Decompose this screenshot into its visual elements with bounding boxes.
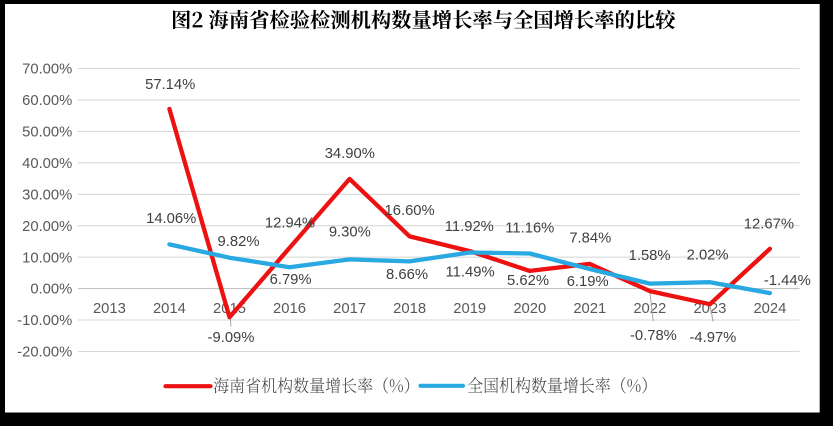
svg-text:5.62%: 5.62% bbox=[507, 273, 549, 289]
svg-text:1.58%: 1.58% bbox=[629, 248, 671, 264]
svg-text:2014: 2014 bbox=[153, 301, 186, 317]
svg-text:11.92%: 11.92% bbox=[445, 219, 494, 235]
svg-text:12.67%: 12.67% bbox=[744, 216, 794, 232]
svg-text:70.00%: 70.00% bbox=[22, 62, 72, 78]
svg-text:11.16%: 11.16% bbox=[505, 220, 554, 236]
svg-text:2013: 2013 bbox=[93, 301, 126, 317]
svg-text:9.82%: 9.82% bbox=[218, 234, 260, 250]
svg-text:10.00%: 10.00% bbox=[22, 250, 72, 266]
svg-text:0.00%: 0.00% bbox=[30, 282, 72, 298]
svg-text:14.06%: 14.06% bbox=[146, 211, 196, 227]
svg-text:2020: 2020 bbox=[513, 301, 546, 317]
svg-text:20.00%: 20.00% bbox=[22, 219, 72, 235]
svg-text:2021: 2021 bbox=[573, 301, 606, 317]
svg-text:34.90%: 34.90% bbox=[325, 146, 375, 162]
svg-text:2024: 2024 bbox=[753, 301, 786, 317]
svg-text:11.49%: 11.49% bbox=[446, 265, 495, 281]
svg-text:-10.00%: -10.00% bbox=[17, 313, 72, 329]
svg-text:60.00%: 60.00% bbox=[22, 93, 72, 109]
svg-text:57.14%: 57.14% bbox=[145, 77, 195, 93]
svg-text:2022: 2022 bbox=[633, 301, 666, 317]
svg-text:40.00%: 40.00% bbox=[22, 156, 72, 172]
svg-text:2016: 2016 bbox=[273, 301, 306, 317]
svg-text:-0.78%: -0.78% bbox=[630, 328, 677, 344]
svg-text:-20.00%: -20.00% bbox=[17, 345, 72, 361]
svg-text:7.84%: 7.84% bbox=[569, 231, 611, 247]
svg-text:-1.44%: -1.44% bbox=[764, 273, 811, 289]
svg-text:12.94%: 12.94% bbox=[265, 215, 315, 231]
svg-text:2017: 2017 bbox=[333, 301, 366, 317]
svg-text:6.79%: 6.79% bbox=[270, 272, 312, 288]
svg-text:2.02%: 2.02% bbox=[687, 248, 729, 264]
svg-text:2019: 2019 bbox=[453, 301, 486, 317]
svg-text:9.30%: 9.30% bbox=[329, 225, 371, 241]
svg-text:2023: 2023 bbox=[693, 301, 726, 317]
svg-text:-4.97%: -4.97% bbox=[689, 330, 736, 346]
svg-text:16.60%: 16.60% bbox=[385, 203, 435, 219]
svg-text:8.66%: 8.66% bbox=[386, 267, 428, 283]
svg-text:50.00%: 50.00% bbox=[22, 125, 72, 141]
svg-text:6.19%: 6.19% bbox=[567, 274, 609, 290]
svg-text:2018: 2018 bbox=[393, 301, 426, 317]
svg-text:30.00%: 30.00% bbox=[22, 187, 72, 203]
svg-text:-9.09%: -9.09% bbox=[208, 330, 255, 346]
